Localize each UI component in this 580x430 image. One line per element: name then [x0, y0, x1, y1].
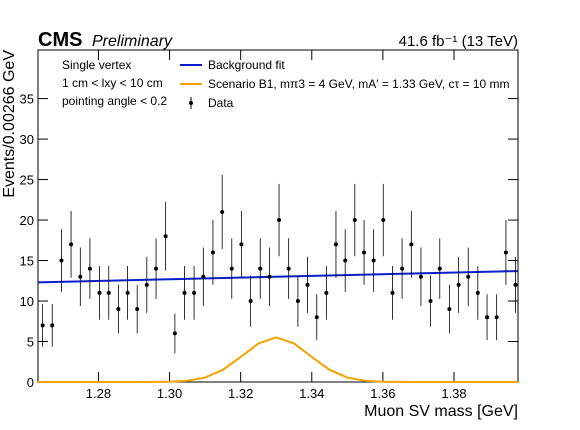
x-tick-label: 1.36 [370, 386, 395, 401]
data-point [97, 290, 102, 295]
data-point [40, 323, 45, 328]
data-point [277, 218, 282, 223]
data-point [210, 250, 215, 255]
data-point [116, 307, 121, 312]
data-point [503, 250, 508, 255]
data-point [106, 290, 111, 295]
data-point [333, 242, 338, 247]
series-line [38, 336, 518, 383]
x-tick-label: 1.30 [157, 386, 182, 401]
x-axis-label: Muon SV mass [GeV] [364, 403, 518, 420]
legend-label: Data [208, 96, 234, 110]
data-point [125, 290, 130, 295]
data-point [182, 290, 187, 295]
data-point [400, 266, 405, 271]
data-point [381, 218, 386, 223]
data-point [485, 315, 490, 320]
data-point [192, 290, 197, 295]
data-point [201, 274, 206, 279]
data-point [78, 274, 83, 279]
data-point [154, 266, 159, 271]
data-point [494, 315, 499, 320]
data-point [239, 242, 244, 247]
chart-subtitle: Preliminary [92, 33, 173, 50]
data-point [418, 274, 423, 279]
data-point [144, 282, 149, 287]
x-tick-label: 1.34 [299, 386, 324, 401]
data-point [295, 299, 300, 304]
data-point [513, 282, 518, 287]
data-point [258, 266, 263, 271]
x-tick-label: 1.28 [86, 386, 111, 401]
legend-label: Scenario B1, mπ3 = 4 GeV, mA′ = 1.33 GeV… [208, 77, 510, 91]
data-point [50, 323, 55, 328]
data-point [267, 274, 272, 279]
data-point [220, 209, 225, 214]
data-point [362, 250, 367, 255]
y-tick-label: 20 [20, 213, 34, 228]
data-point [286, 266, 291, 271]
data-point [172, 331, 177, 336]
data-point [456, 282, 461, 287]
y-tick-label: 10 [20, 294, 34, 309]
y-tick-label: 35 [20, 92, 34, 107]
y-tick-label: 30 [20, 132, 34, 147]
data-point [314, 315, 319, 320]
data-point [428, 299, 433, 304]
annotation: Single vertex [62, 58, 131, 72]
series-line [37, 270, 519, 284]
legend-swatch [189, 101, 193, 105]
y-tick-label: 5 [27, 335, 34, 350]
data-point [437, 266, 442, 271]
y-axis-label: Events/0.00266 GeV [1, 50, 18, 198]
plot-frame [37, 49, 519, 383]
data-point [69, 242, 74, 247]
data-point [371, 258, 376, 263]
data-point [409, 242, 414, 247]
data-point [135, 307, 140, 312]
data-point [229, 266, 234, 271]
y-tick-label: 15 [20, 254, 34, 269]
chart-title: CMS [38, 29, 82, 51]
data-point [390, 290, 395, 295]
data-point [305, 282, 310, 287]
data-point [324, 290, 329, 295]
data-point [59, 258, 64, 263]
data-point [87, 266, 92, 271]
data-point [447, 307, 452, 312]
annotation: pointing angle < 0.2 [62, 94, 167, 108]
lumi-label: 41.6 fb⁻¹ (13 TeV) [399, 33, 518, 50]
data-point [475, 290, 480, 295]
data-point [352, 218, 357, 223]
data-point [343, 258, 348, 263]
data-point [163, 234, 168, 239]
legend-label: Background fit [208, 58, 285, 72]
data-point [466, 274, 471, 279]
y-tick-label: 25 [20, 173, 34, 188]
x-tick-label: 1.38 [441, 386, 466, 401]
data-point [248, 299, 253, 304]
y-tick-label: 0 [27, 375, 34, 390]
x-tick-label: 1.32 [228, 386, 253, 401]
annotation: 1 cm < lxy < 10 cm [62, 76, 163, 90]
